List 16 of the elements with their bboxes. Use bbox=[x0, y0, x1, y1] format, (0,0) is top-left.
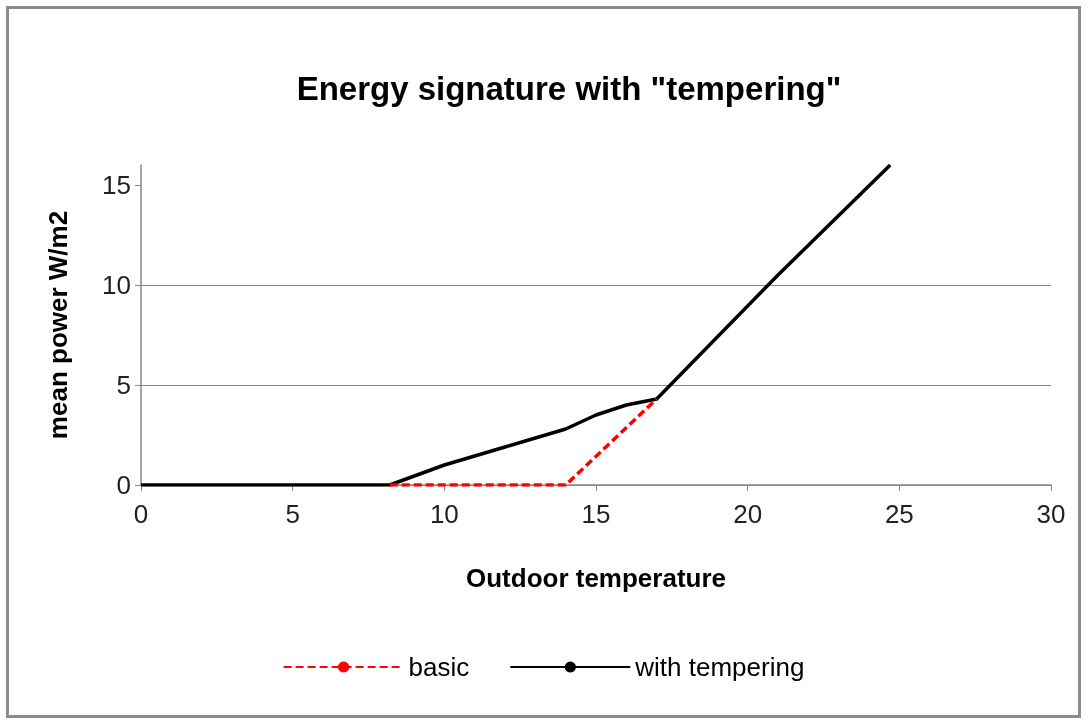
y-tick-label: 10 bbox=[102, 270, 131, 300]
line-series bbox=[139, 163, 892, 487]
x-tick-label: 30 bbox=[1036, 499, 1066, 529]
legend-label: with tempering bbox=[634, 652, 805, 682]
chart-title: Energy signature with "tempering" bbox=[296, 70, 842, 107]
x-tick-label: 10 bbox=[429, 499, 459, 529]
y-tick-label: 5 bbox=[116, 370, 131, 400]
legend-label: basic bbox=[408, 652, 470, 682]
x-tick-label: 25 bbox=[884, 499, 914, 529]
x-tick-label: 20 bbox=[733, 499, 763, 529]
x-axis-title: Outdoor temperature bbox=[465, 563, 727, 593]
y-axis-title: mean power W/m2 bbox=[43, 210, 73, 440]
x-tick-label: 15 bbox=[581, 499, 611, 529]
x-tick-label: 5 bbox=[285, 499, 300, 529]
y-tick-label: 0 bbox=[116, 470, 131, 500]
y-tick-label: 15 bbox=[102, 170, 131, 200]
